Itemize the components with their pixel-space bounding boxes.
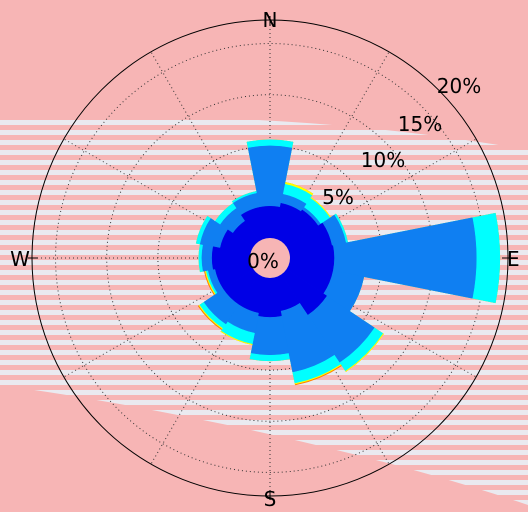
radial-tick-label-5: 5% bbox=[322, 185, 354, 209]
chart-labels: N E S W 0% 5% 10% 15% 20% bbox=[10, 8, 520, 511]
direction-label-west: W bbox=[10, 247, 30, 271]
wind-rose-bars bbox=[28, 16, 512, 500]
direction-label-north: N bbox=[263, 8, 278, 32]
radial-tick-label-0: 0% bbox=[247, 249, 279, 273]
radial-tick-label-15: 15% bbox=[398, 112, 442, 136]
direction-label-south: S bbox=[264, 487, 277, 511]
center-hole bbox=[250, 238, 290, 278]
direction-label-east: E bbox=[507, 247, 520, 271]
radial-tick-label-20: 20% bbox=[437, 74, 481, 98]
radial-tick-label-10: 10% bbox=[361, 148, 405, 172]
